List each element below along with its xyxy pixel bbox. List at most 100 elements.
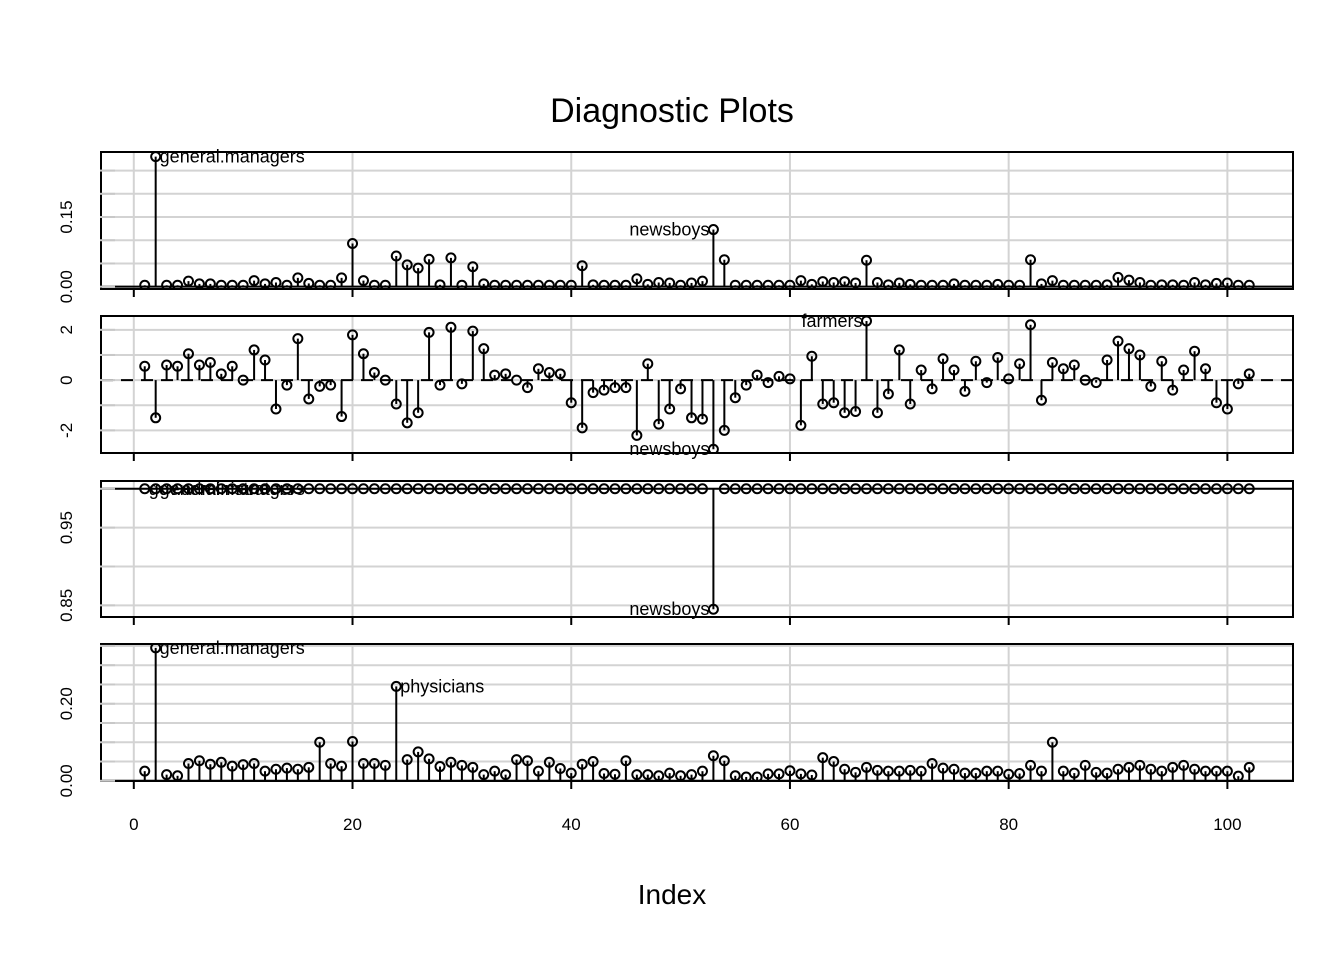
data-point [401,754,413,766]
data-point [489,765,501,777]
data-point [1035,394,1047,406]
data-point [1145,483,1157,495]
data-point [609,483,621,495]
data-point [948,483,960,495]
data-point [718,424,730,436]
data-point [850,766,862,778]
data-point [357,757,369,769]
data-point [532,279,544,289]
data-point [762,279,774,289]
y-tick-label: 0.00 [57,764,76,797]
data-point [642,483,654,495]
data-point [850,483,862,495]
data-point [1068,767,1080,779]
data-point [423,326,435,338]
data-point [871,764,883,776]
data-point [915,364,927,376]
data-point [839,763,851,775]
data-point [970,279,982,289]
data-point [642,769,654,781]
data-point [182,483,194,495]
data-point [1068,359,1080,371]
data-point [576,422,588,434]
data-point [598,384,610,396]
x-tick-label: 100 [1213,815,1241,834]
data-point [445,756,457,768]
data-point [292,333,304,345]
data-point [248,275,260,287]
data-point [1057,483,1069,495]
data-point [696,275,708,287]
data-point [237,759,249,771]
data-point [620,483,632,495]
data-point [1014,358,1026,370]
data-point [871,276,883,288]
data-point [1189,763,1201,775]
data-point [161,279,173,289]
data-point [1123,274,1135,286]
data-point [871,483,883,495]
data-point [303,483,315,495]
data-point [325,279,337,289]
data-point [1156,483,1168,495]
x-tick-label: 40 [562,815,581,834]
data-point [718,755,730,767]
data-point [1068,483,1080,495]
data-point [357,275,369,287]
data-point [565,767,577,779]
data-point [740,771,752,781]
data-point [314,483,326,495]
plot-area [101,644,1293,781]
data-point [992,351,1004,363]
data-point [1068,279,1080,289]
data-point [292,483,304,495]
data-point [401,259,413,271]
data-point [1123,761,1135,773]
y-axis-label: Studentized residuals [30,303,49,466]
data-point [1156,355,1168,367]
data-point [434,483,446,495]
data-point [1057,279,1069,289]
data-point [696,765,708,777]
data-point [1003,483,1015,495]
data-point [806,483,818,495]
data-point [390,483,402,495]
data-point [795,275,807,287]
data-point [1178,279,1190,289]
data-point [423,753,435,765]
data-point [664,483,676,495]
data-point [150,644,162,654]
data-point [828,483,840,495]
data-point [893,344,905,356]
data-point [1134,349,1146,361]
data-point [1178,364,1190,376]
panel-frame [100,480,1294,618]
data-point [1101,483,1113,495]
data-point [379,759,391,771]
data-point [390,398,402,410]
data-point [1046,275,1058,287]
data-point [521,382,533,394]
data-point [751,483,763,495]
data-point [598,279,610,289]
data-point [861,483,873,495]
data-point [237,483,249,495]
data-point [347,735,359,747]
data-point [992,483,1004,495]
data-point [828,397,840,409]
point-annotation: newsboys [629,439,709,459]
data-point [1112,271,1124,283]
data-point [904,398,916,410]
data-point [587,387,599,399]
data-point [1145,763,1157,775]
data-point [1167,761,1179,773]
data-point [368,483,380,495]
data-point [696,483,708,495]
data-point [1134,276,1146,288]
data-point [904,764,916,776]
data-point [664,403,676,415]
data-point [1035,483,1047,495]
data-point [1025,254,1037,266]
data-point [1210,765,1222,777]
